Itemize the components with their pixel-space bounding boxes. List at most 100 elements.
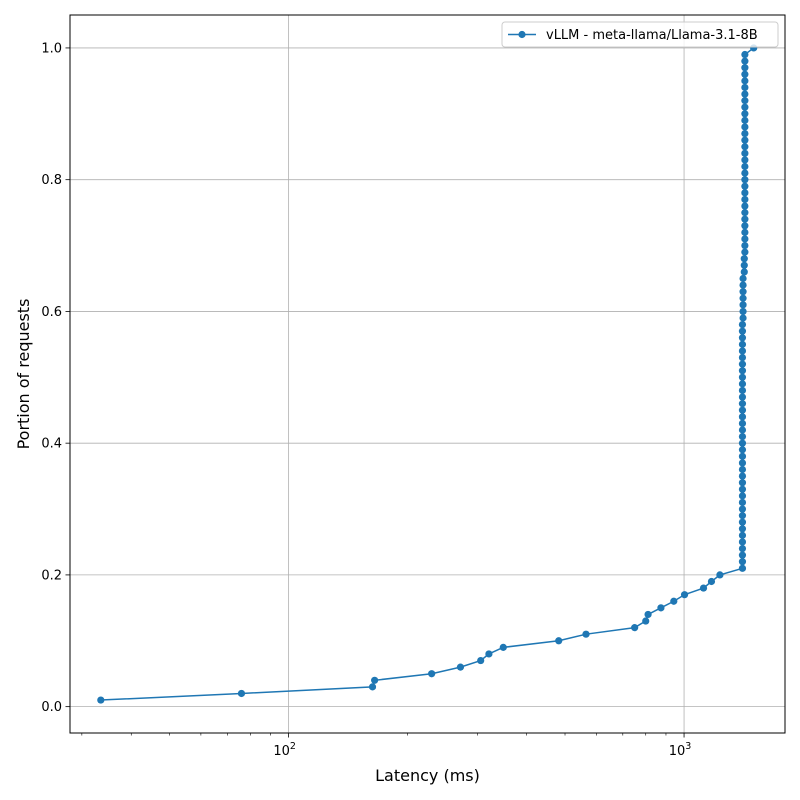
legend-label: vLLM - meta-llama/Llama-3.1-8B (546, 28, 758, 43)
data-point (738, 340, 747, 348)
data-point (738, 413, 747, 421)
data-point (499, 643, 507, 651)
data-point (741, 143, 749, 151)
legend-box (501, 21, 779, 48)
data-point (738, 393, 747, 401)
plot-frame (69, 14, 786, 734)
data-point (740, 268, 748, 276)
data-point (738, 426, 747, 434)
data-point (738, 386, 747, 395)
data-point (741, 83, 749, 92)
y-tick-label: 0.0 (41, 700, 62, 715)
data-point (741, 64, 749, 72)
data-point (738, 531, 747, 539)
data-point (738, 327, 747, 335)
data-point (582, 630, 590, 638)
data-point (644, 610, 652, 619)
data-point (716, 571, 724, 579)
x-axis-title: Latency (ms) (375, 766, 480, 785)
data-point (741, 215, 749, 223)
data-point (741, 169, 749, 177)
data-point (738, 472, 747, 480)
data-point (739, 288, 747, 296)
x-tick-label: 102 (273, 741, 296, 759)
data-point (741, 241, 749, 250)
data-point (456, 663, 465, 671)
data-point (738, 465, 747, 474)
data-point (555, 637, 563, 645)
data-point (741, 110, 749, 118)
y-tick-label: 0.4 (41, 437, 62, 452)
data-point (368, 683, 377, 691)
data-point (740, 261, 748, 269)
axis-ticks: 102 103 0.0 0.2 0.4 0.6 0.8 1.0 (41, 41, 691, 759)
data-point (428, 670, 436, 678)
data-point (738, 551, 747, 559)
y-tick-label: 0.8 (41, 173, 62, 188)
y-tick-label: 0.6 (41, 305, 62, 320)
data-point (738, 459, 747, 467)
data-point (741, 97, 749, 105)
series-layer (97, 44, 758, 704)
data-point (741, 77, 749, 85)
data-point (741, 149, 749, 157)
data-point (741, 202, 749, 210)
data-point (741, 103, 749, 111)
data-point (738, 406, 747, 414)
data-point (738, 353, 747, 362)
legend: vLLM - meta-llama/Llama-3.1-8B (501, 21, 779, 48)
data-point (741, 116, 749, 124)
data-point (738, 544, 747, 553)
data-point (738, 400, 747, 408)
data-point (741, 136, 749, 144)
data-point (738, 321, 747, 329)
data-point (738, 419, 747, 427)
data-point (642, 617, 650, 625)
data-point (739, 274, 747, 283)
y-tick-label: 1.0 (41, 41, 62, 56)
data-point (738, 498, 747, 507)
data-point (741, 123, 749, 131)
data-point (741, 90, 749, 98)
data-point (738, 347, 747, 355)
data-point (741, 248, 749, 256)
data-point (738, 479, 747, 487)
data-point (741, 162, 749, 171)
x-tick-label: 103 (669, 741, 692, 759)
data-point (741, 176, 749, 184)
data-point (738, 564, 747, 572)
data-point (738, 558, 747, 566)
data-point (738, 373, 747, 381)
data-point (741, 235, 749, 243)
data-point (739, 301, 747, 309)
data-point (741, 182, 749, 190)
data-point (738, 512, 747, 520)
data-point (739, 307, 747, 316)
data-point (738, 439, 747, 447)
grid (70, 15, 785, 733)
data-point (738, 518, 747, 526)
data-point (741, 156, 749, 164)
data-point (741, 228, 749, 236)
data-point (738, 446, 747, 454)
series-line (100, 47, 755, 701)
data-point (738, 538, 747, 546)
data-point (741, 189, 749, 197)
data-point (741, 129, 749, 138)
data-point (740, 255, 748, 263)
data-point (657, 604, 665, 612)
data-point (738, 485, 747, 493)
data-point (741, 222, 749, 230)
data-point (741, 195, 749, 204)
data-point (477, 656, 485, 665)
data-point (739, 314, 747, 322)
y-axis-title: Portion of requests (14, 299, 33, 450)
data-point (707, 577, 716, 586)
data-point (738, 505, 747, 513)
data-point (738, 525, 747, 533)
data-point (371, 676, 379, 684)
data-point (738, 452, 747, 460)
data-point (237, 689, 246, 698)
data-point (739, 281, 747, 289)
